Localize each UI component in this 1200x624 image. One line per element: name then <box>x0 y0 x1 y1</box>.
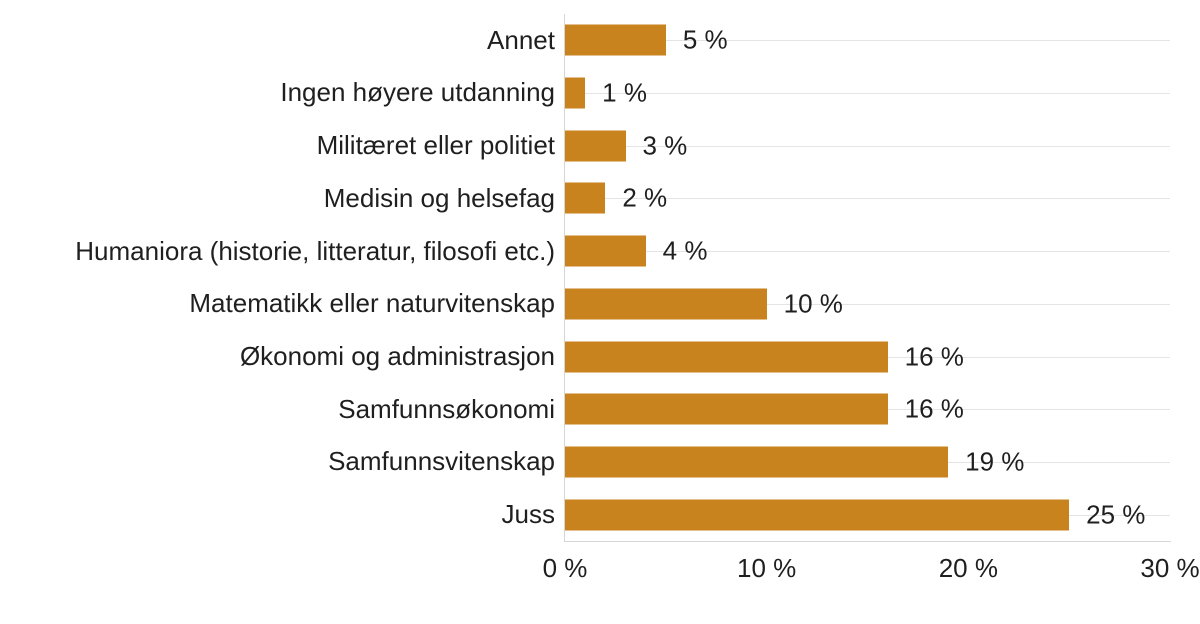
bar <box>565 499 1070 531</box>
category-gridline <box>565 303 1170 305</box>
category-gridline <box>565 145 1170 147</box>
category-gridline <box>565 93 1170 95</box>
category-label: Annet <box>487 24 555 55</box>
x-axis-tick-labels: 0 % 10 % 20 % 30 % <box>543 553 1200 589</box>
value-label: 25 % <box>1086 499 1146 530</box>
row-plot-area: 1 % <box>565 67 1170 120</box>
category-label: Økonomi og administrasjon <box>239 340 555 371</box>
row-plot-area: 5 % <box>565 14 1170 67</box>
value-label: 3 % <box>642 130 688 161</box>
value-label: 2 % <box>622 182 668 213</box>
chart-rows: Annet 5 % Ingen høyere utdanning 1 % Militær… <box>0 14 1200 541</box>
bar <box>565 130 626 162</box>
category-label: Samfunnsøkonomi <box>338 393 555 424</box>
value-label: 19 % <box>965 446 1025 477</box>
row-plot-area: 3 % <box>565 119 1170 172</box>
bar <box>565 288 767 320</box>
value-label: 1 % <box>602 77 647 108</box>
bar <box>565 24 666 56</box>
x-axis-tick-label: 30 % <box>1140 553 1200 583</box>
row-plot-area: 10 % <box>565 278 1170 331</box>
y-axis-line <box>564 14 565 542</box>
row-plot-area: 2 % <box>565 172 1170 225</box>
bar <box>565 341 888 373</box>
x-axis-tick-label: 10 % <box>737 553 797 583</box>
bar <box>565 235 646 267</box>
x-axis-line <box>564 541 1171 542</box>
value-label: 16 % <box>904 393 964 424</box>
bar <box>565 182 606 214</box>
bar-row: Samfunnsøkonomi 16 % <box>0 383 1200 436</box>
row-plot-area: 19 % <box>565 436 1170 489</box>
category-label: Medisin og helsefag <box>323 182 555 213</box>
bar-row: Juss 25 % <box>0 488 1200 541</box>
category-label: Juss <box>501 499 555 530</box>
bar-row: Ingen høyere utdanning 1 % <box>0 67 1200 120</box>
row-plot-area: 4 % <box>565 225 1170 278</box>
bar-row: Annet 5 % <box>0 14 1200 67</box>
bar <box>565 77 586 109</box>
bar <box>565 393 888 425</box>
value-label: 16 % <box>904 341 964 372</box>
bar-row: Militæret eller politiet 3 % <box>0 119 1200 172</box>
category-gridline <box>565 40 1170 42</box>
category-gridline <box>565 198 1170 200</box>
category-label: Humaniora (historie, litteratur, filosof… <box>75 235 555 266</box>
value-label: 5 % <box>682 24 728 55</box>
row-plot-area: 16 % <box>565 330 1170 383</box>
category-gridline <box>565 251 1170 253</box>
bar <box>565 446 949 478</box>
category-label: Samfunnsvitenskap <box>328 446 555 477</box>
value-label: 4 % <box>662 235 708 266</box>
row-plot-area: 25 % <box>565 488 1170 541</box>
category-label: Ingen høyere utdanning <box>280 77 555 108</box>
x-axis-tick-label: 20 % <box>938 553 998 583</box>
category-label: Militæret eller politiet <box>316 130 555 161</box>
category-label: Matematikk eller naturvitenskap <box>189 288 555 319</box>
value-label: 10 % <box>783 288 843 319</box>
bar-row: Økonomi og administrasjon 16 % <box>0 330 1200 383</box>
bar-row: Humaniora (historie, litteratur, filosof… <box>0 225 1200 278</box>
x-axis-tick-label: 0 % <box>542 553 588 583</box>
row-plot-area: 16 % <box>565 383 1170 436</box>
bar-row: Medisin og helsefag 2 % <box>0 172 1200 225</box>
bar-row: Matematikk eller naturvitenskap 10 % <box>0 278 1200 331</box>
bar-row: Samfunnsvitenskap 19 % <box>0 436 1200 489</box>
